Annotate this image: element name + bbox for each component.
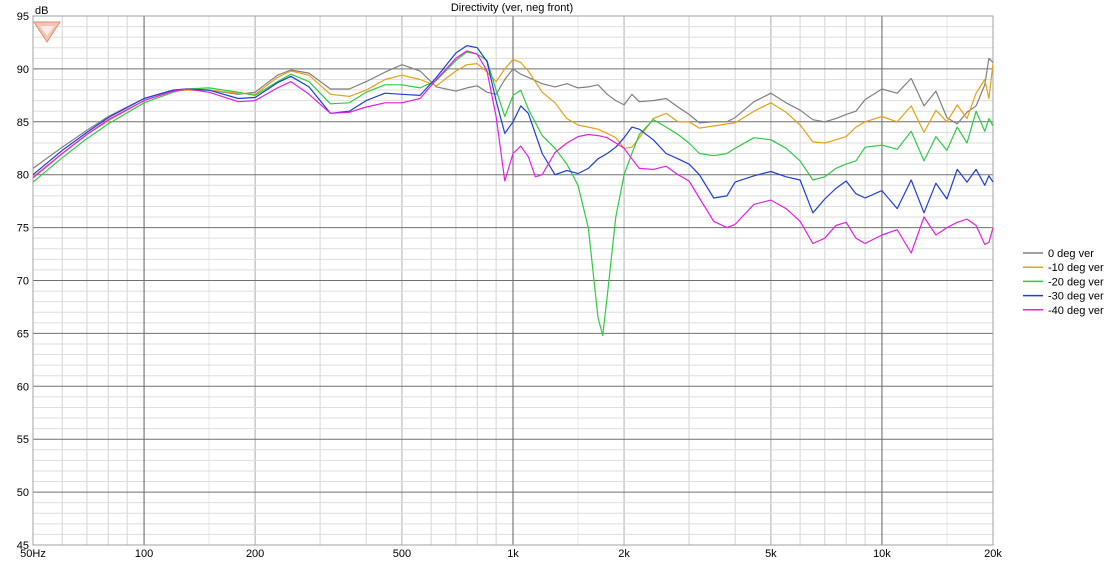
- series-line: [32, 50, 994, 254]
- y-axis-ticks: 95 90 85 80 75 70 65 60 55 50 45: [17, 11, 29, 552]
- x-tick-label: 1k: [507, 548, 519, 560]
- legend-label: -40 deg ver: [1048, 305, 1104, 317]
- y-tick-label: 80: [17, 170, 29, 182]
- y-tick-label: 50: [17, 487, 29, 499]
- y-tick-label: 45: [17, 540, 29, 552]
- series-line: [32, 51, 994, 337]
- legend-label: -10 deg ver: [1048, 262, 1104, 274]
- series-line: [32, 45, 994, 214]
- y-axis-label: dB: [35, 5, 48, 17]
- x-tick-label: 200: [246, 548, 264, 560]
- chart-title: Directivity (ver, neg front): [451, 2, 573, 14]
- x-axis-ticks: 50Hz 100 200 500 1k 2k 5k 10k 20k: [20, 548, 1002, 560]
- legend: 0 deg ver -10 deg ver -20 deg ver -30 deg v…: [1023, 248, 1104, 317]
- logo-icon: [33, 21, 61, 43]
- y-tick-label: 65: [17, 328, 29, 340]
- x-tick-label: 2k: [618, 548, 630, 560]
- x-tick-label: 500: [393, 548, 411, 560]
- x-tick-label: 100: [135, 548, 153, 560]
- y-tick-label: 85: [17, 117, 29, 129]
- x-tick-label: 10k: [873, 548, 891, 560]
- series-line: [32, 57, 994, 169]
- y-tick-label: 60: [17, 381, 29, 393]
- y-tick-label: 75: [17, 223, 29, 235]
- x-tick-label: 50Hz: [20, 548, 46, 560]
- legend-label: -20 deg ver: [1048, 276, 1104, 288]
- series-lines: [32, 45, 994, 337]
- y-tick-label: 70: [17, 276, 29, 288]
- x-tick-label: 5k: [765, 548, 777, 560]
- x-tick-label: 20k: [984, 548, 1002, 560]
- series-line: [32, 58, 994, 178]
- y-tick-label: 55: [17, 434, 29, 446]
- y-tick-label: 95: [17, 11, 29, 23]
- legend-label: -30 deg ver: [1048, 291, 1104, 303]
- plot-frame: [32, 15, 994, 546]
- y-tick-label: 90: [17, 64, 29, 76]
- legend-label: 0 deg ver: [1048, 248, 1094, 260]
